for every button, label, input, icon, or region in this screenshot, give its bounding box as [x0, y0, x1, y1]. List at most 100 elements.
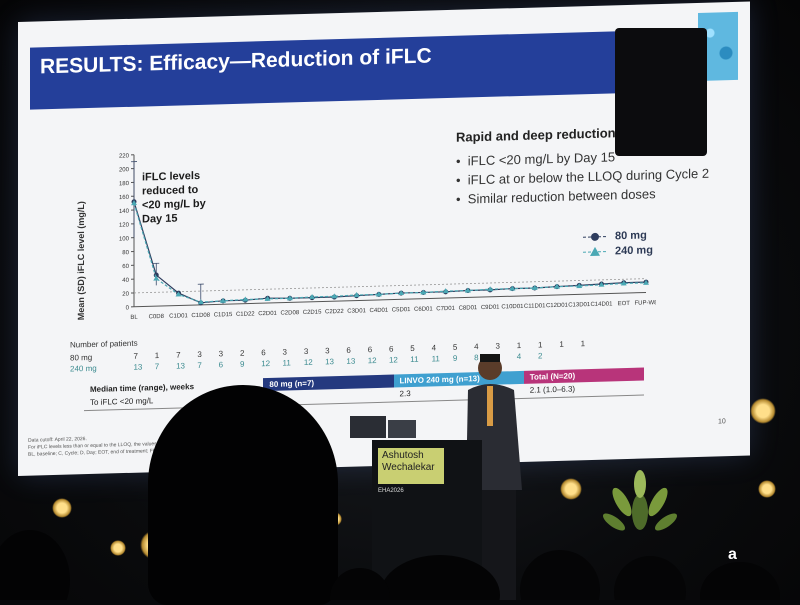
x-tick-label: C10D01 [501, 304, 524, 311]
x-tick-label: BL [130, 315, 138, 321]
x-tick-label: C7D01 [436, 306, 455, 313]
patient-count: 13 [325, 357, 334, 366]
y-tick-label: 120 [119, 222, 130, 228]
x-tick-label: C5D01 [392, 307, 411, 314]
y-axis-label: Mean (SD) iFLC level (mg/L) [76, 201, 86, 320]
row-label: 80 mg [70, 353, 92, 363]
laptop-icon [348, 414, 418, 444]
patient-count: 6 [389, 345, 393, 354]
patient-count: 2 [240, 349, 244, 358]
patient-count: 1 [155, 351, 159, 360]
x-tick-label: C1D01 [169, 313, 188, 320]
patient-count: 13 [176, 361, 185, 370]
patient-count: 6 [346, 346, 350, 355]
chart-annotation: iFLC levels reduced to <20 mg/L by Day 1… [142, 169, 212, 227]
patient-count: 1 [559, 340, 563, 349]
x-tick-label: C2D08 [280, 310, 299, 317]
x-tick-label: C2D22 [325, 309, 344, 316]
x-tick-label: FUP-W8 [635, 300, 656, 307]
patient-count: 13 [133, 363, 142, 372]
x-tick-label: C11D01 [524, 303, 546, 310]
x-tick-label: C2D01 [258, 311, 277, 318]
podium-logo: EHA2026 [378, 488, 404, 494]
patient-count: 5 [453, 343, 457, 352]
patient-count: 6 [219, 360, 223, 369]
patient-count: 5 [410, 344, 414, 353]
patients-row-240mg: 240 mg [70, 364, 97, 374]
y-tick-label: 20 [122, 292, 129, 298]
decor-light [750, 398, 776, 424]
patient-count: 2 [538, 351, 542, 360]
patient-count: 6 [368, 345, 372, 354]
y-tick-label: 200 [119, 167, 130, 173]
page-number: 10 [718, 418, 726, 425]
y-tick-label: 180 [119, 181, 130, 187]
y-tick-label: 60 [122, 264, 129, 270]
x-tick-label: C1D22 [236, 311, 255, 318]
sponsor-logo-fragment: a [728, 546, 737, 564]
bullet-list: • iFLC <20 mg/L by Day 15 • iFLC at or b… [456, 147, 709, 211]
patient-count: 7 [133, 352, 137, 361]
bullet-text: Similar reduction between doses [468, 186, 656, 206]
audience-silhouettes [0, 500, 800, 600]
name-line: Ashutosh [382, 450, 440, 462]
y-tick-label: 220 [119, 153, 130, 159]
chart-legend: 80 mg 240 mg [583, 229, 653, 261]
x-tick-label: C14D01 [590, 301, 613, 308]
circle-marker-icon [583, 232, 607, 243]
patient-count: 7 [197, 361, 201, 370]
bullet-text: iFLC <20 mg/L by Day 15 [468, 149, 615, 168]
patient-count: 12 [389, 355, 398, 364]
x-tick-label: C4D01 [370, 308, 389, 315]
patient-count: 12 [304, 358, 313, 367]
x-tick-label: EOT [618, 301, 631, 307]
table-cell: 2.1 (1.0–6.3) [524, 381, 644, 398]
patient-count: 1 [538, 340, 542, 349]
patient-count: 9 [240, 360, 244, 369]
x-tick-label: C0D8 [149, 314, 165, 320]
patient-count: 12 [261, 359, 270, 368]
patient-count: 9 [453, 354, 457, 363]
x-tick-label: C1D15 [214, 312, 233, 319]
patient-count: 3 [283, 347, 287, 356]
patient-count: 13 [346, 357, 355, 366]
patient-count: 3 [197, 350, 201, 359]
patient-count: 3 [219, 349, 223, 358]
x-tick-label: C8D01 [459, 305, 478, 312]
y-tick-label: 160 [119, 195, 130, 201]
patient-count: 7 [176, 350, 180, 359]
patient-count: 3 [325, 346, 329, 355]
patient-count: 11 [410, 355, 418, 364]
patient-count: 6 [261, 348, 265, 357]
patients-header: Number of patients [70, 339, 138, 350]
patient-count: 1 [581, 339, 585, 348]
patient-count: 12 [368, 356, 377, 365]
legend-item-80mg: 80 mg [583, 229, 653, 243]
decor-light [560, 478, 582, 500]
legend-label: 80 mg [615, 229, 647, 242]
legend-item-240mg: 240 mg [583, 244, 653, 258]
patient-count: 3 [304, 347, 308, 356]
decor-light [758, 480, 776, 498]
y-tick-label: 140 [119, 209, 130, 215]
bullet-item: • Similar reduction between doses [456, 185, 709, 207]
y-tick-label: 80 [122, 250, 129, 256]
presenter-name-plate: Ashutosh Wechalekar [378, 448, 444, 484]
stage-camera [615, 28, 707, 156]
patient-count: 7 [155, 362, 159, 371]
x-tick-label: C2D15 [303, 310, 322, 317]
patient-count: 11 [283, 358, 291, 367]
x-tick-label: C1D08 [191, 313, 210, 320]
x-tick-label: C6D01 [414, 306, 433, 313]
y-tick-label: 100 [119, 236, 130, 242]
patient-count: 4 [432, 343, 436, 352]
x-tick-label: C9D01 [481, 305, 500, 312]
row-label: 240 mg [70, 364, 97, 374]
x-tick-label: C12D01 [546, 303, 569, 310]
x-tick-label: C13D01 [568, 302, 591, 309]
y-tick-label: 40 [122, 278, 129, 284]
patient-count: 11 [432, 354, 440, 363]
bullet-text: iFLC at or below the LLOQ during Cycle 2 [468, 166, 709, 188]
